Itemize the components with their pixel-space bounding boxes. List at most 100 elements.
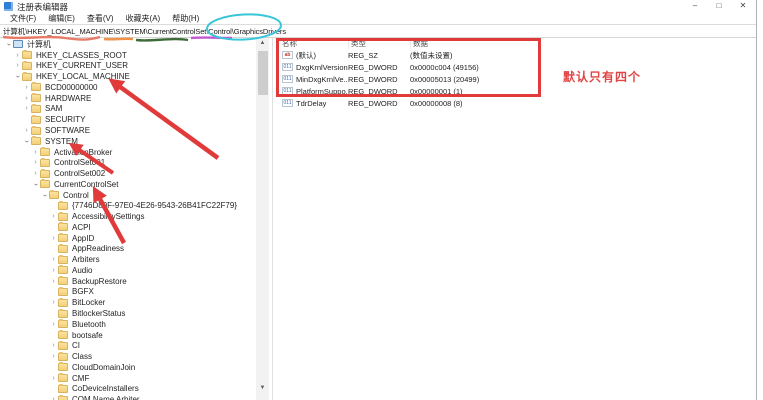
expand-chevron-icon[interactable]: › [25, 127, 28, 134]
tree-item-label: bootsafe [72, 330, 103, 340]
tree-item[interactable]: › Audio [0, 265, 256, 276]
tree-item[interactable]: › ControlSet001 [0, 157, 256, 168]
tree-item[interactable]: › SYSTEM [0, 136, 256, 147]
expand-chevron-icon[interactable]: › [52, 320, 55, 328]
close-button[interactable]: ✕ [739, 1, 747, 10]
tree-item[interactable]: › SOFTWARE [0, 125, 256, 136]
tree-item[interactable]: ›bootsafe [0, 330, 256, 341]
tree-item-label: SOFTWARE [45, 126, 91, 135]
tree-item[interactable]: ›CoDeviceInstallers [0, 383, 256, 395]
tree-item[interactable]: › AccessibilitySettings [0, 211, 256, 222]
tree-item[interactable]: › COM Name Arbiter [0, 394, 256, 400]
collapse-chevron-icon[interactable]: › [14, 75, 21, 78]
column-header[interactable]: 数据 [410, 38, 756, 49]
value-row[interactable]: 011 DxgKrnlVersion REG_DWORD 0x0000c004 (49… [274, 61, 756, 73]
column-header[interactable]: 类型 [348, 38, 410, 49]
tree-item[interactable]: › Arbiters [0, 254, 256, 265]
expand-chevron-icon[interactable]: › [16, 51, 19, 59]
collapse-chevron-icon[interactable]: › [41, 193, 48, 197]
folder-icon [31, 136, 41, 146]
collapse-chevron-icon[interactable]: › [32, 183, 39, 186]
tree-item[interactable]: ›BitlockerStatus [0, 308, 256, 319]
scrollbar-thumb[interactable] [257, 51, 268, 95]
address-bar[interactable]: 计算机\HKEY_LOCAL_MACHINE\SYSTEM\CurrentCon… [0, 24, 756, 38]
value-name: DxgKrnlVersion [296, 62, 348, 72]
tree-item[interactable]: › Control [0, 190, 256, 201]
tree-scrollbar[interactable]: ▲ ▼ [256, 38, 269, 400]
expand-chevron-icon[interactable]: › [25, 94, 28, 102]
tree-item[interactable]: › BCD00000000 [0, 82, 256, 93]
tree-item[interactable]: › HKEY_CLASSES_ROOT [0, 50, 256, 61]
folder-icon [58, 340, 68, 350]
collapse-chevron-icon[interactable]: › [23, 140, 30, 143]
collapse-chevron-icon[interactable]: › [5, 43, 12, 46]
tree-item[interactable]: › Class [0, 351, 256, 362]
menu-item[interactable]: 查看(V) [86, 14, 114, 23]
folder-icon [58, 297, 68, 307]
tree-item[interactable]: › HKEY_LOCAL_MACHINE [0, 71, 256, 82]
folder-icon [40, 168, 50, 178]
value-row[interactable]: 011 MinDxgKrnlVe... REG_DWORD 0x00005013 (2… [274, 73, 756, 85]
tree-item[interactable]: ›BGFX [0, 286, 256, 298]
tree-item[interactable]: › AppID [0, 233, 256, 244]
tree-item[interactable]: › HARDWARE [0, 93, 256, 104]
expand-chevron-icon[interactable]: › [34, 148, 37, 156]
value-row[interactable]: 011 TdrDelay REG_DWORD 0x00000008 (8) [274, 97, 756, 109]
tree-item[interactable]: › SAM [0, 103, 256, 115]
folder-icon [31, 103, 41, 113]
expand-chevron-icon[interactable]: › [52, 374, 55, 382]
tree-item[interactable]: › Bluetooth [0, 319, 256, 330]
tree-item[interactable]: › CI [0, 340, 256, 351]
tree-item[interactable]: ›AppReadiness [0, 243, 256, 255]
tree-item-label: ActivationBroker [54, 147, 113, 157]
maximize-button[interactable]: □ [716, 1, 722, 10]
expand-chevron-icon[interactable]: › [52, 353, 55, 361]
value-type: REG_DWORD [348, 62, 398, 72]
expand-chevron-icon[interactable]: › [52, 277, 55, 285]
title-bar: 注册表编辑器 – □ ✕ [0, 0, 756, 13]
tree-item[interactable]: › BitLocker [0, 297, 256, 308]
scroll-down-icon[interactable]: ▼ [259, 385, 266, 391]
tree-item[interactable]: › CMF [0, 373, 256, 384]
tree-item[interactable]: ›ACPI [0, 222, 256, 233]
tree-item[interactable]: › CurrentControlSet [0, 179, 256, 190]
expand-chevron-icon[interactable]: › [34, 170, 37, 178]
expand-chevron-icon[interactable]: › [16, 62, 19, 70]
tree-item[interactable]: ›{7746D80F-97E0-4E26-9543-26B41FC22F79} [0, 200, 256, 211]
tree-item[interactable]: › ActivationBroker [0, 147, 256, 158]
folder-icon [58, 319, 68, 329]
tree-item-label: CI [72, 341, 80, 351]
expand-chevron-icon[interactable]: › [52, 299, 55, 307]
tree-item[interactable]: ›SECURITY [0, 114, 256, 125]
dword-value-icon: 011 [282, 75, 293, 83]
tree-item[interactable]: ›CloudDomainJoin [0, 362, 256, 373]
column-header[interactable]: 名称 [282, 39, 297, 48]
scroll-up-icon[interactable]: ▲ [259, 40, 266, 46]
value-row[interactable]: 011 PlatformSuppo... REG_DWORD 0x00000001 (… [274, 85, 756, 97]
tree-item[interactable]: › ControlSet002 [0, 168, 256, 179]
tree-item-label: Audio [72, 265, 93, 275]
expand-chevron-icon[interactable]: › [52, 266, 55, 274]
expand-chevron-icon[interactable]: › [25, 105, 28, 113]
expand-chevron-icon[interactable]: › [34, 159, 37, 167]
folder-icon [58, 286, 68, 296]
expand-chevron-icon[interactable]: › [52, 342, 55, 350]
menu-item[interactable]: 编辑(E) [48, 14, 75, 23]
tree-item-label: BitLocker [72, 298, 106, 308]
expand-chevron-icon[interactable]: › [25, 83, 28, 91]
tree-item[interactable]: › HKEY_CURRENT_USER [0, 60, 256, 72]
expand-chevron-icon[interactable]: › [52, 396, 55, 400]
tree-item[interactable]: › BackupRestore [0, 276, 256, 287]
minimize-button[interactable]: – [692, 1, 698, 10]
expand-chevron-icon[interactable]: › [52, 213, 55, 221]
menu-item[interactable]: 帮助(H) [172, 14, 200, 23]
menu-item[interactable]: 收藏夹(A) [125, 14, 161, 23]
expand-chevron-icon[interactable]: › [52, 234, 55, 242]
tree-item[interactable]: › 计算机 [0, 39, 256, 50]
folder-icon [58, 330, 68, 340]
value-row[interactable]: ab (默认) REG_SZ (数值未设置) [274, 49, 756, 61]
menu-item[interactable]: 文件(F) [10, 14, 37, 23]
expand-chevron-icon[interactable]: › [52, 256, 55, 264]
value-name: TdrDelay [296, 98, 327, 108]
pane-divider[interactable] [272, 38, 273, 400]
